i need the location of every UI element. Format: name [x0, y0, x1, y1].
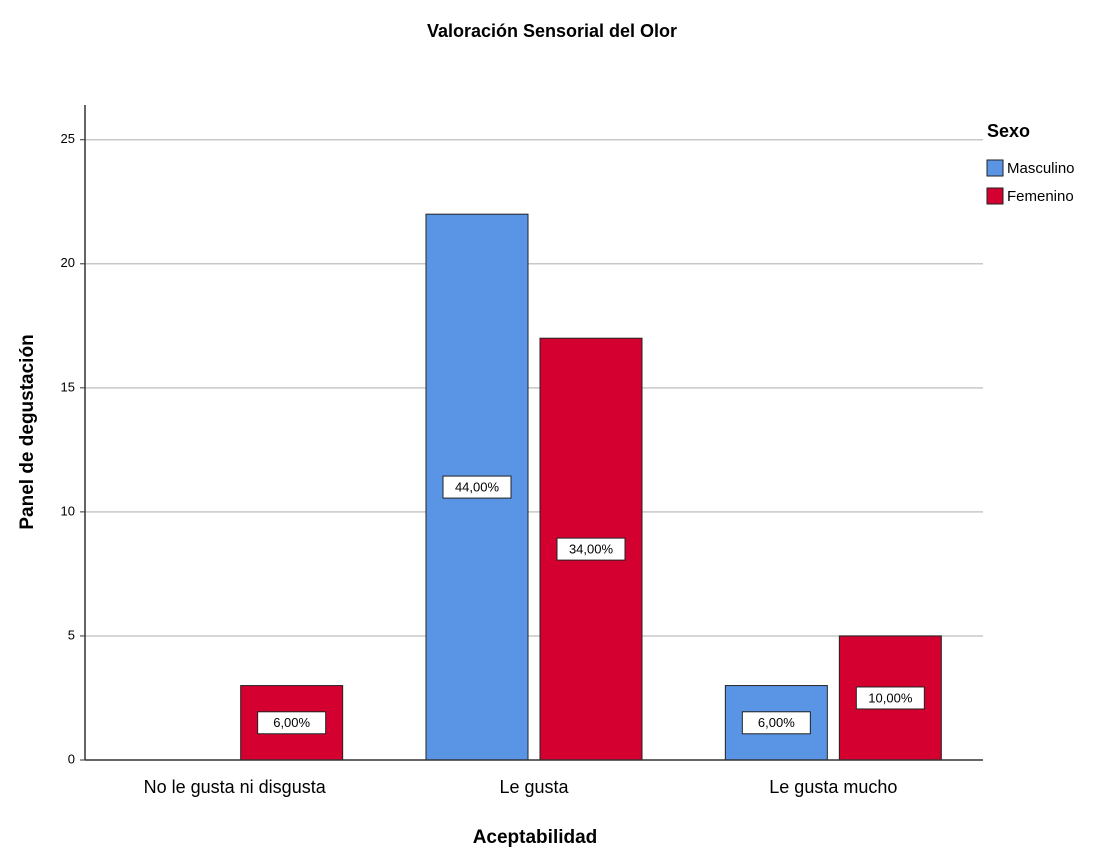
data-label: 44,00%	[455, 480, 500, 495]
data-label-box	[257, 711, 327, 735]
data-label: 6,00%	[273, 715, 310, 730]
chart-title: Valoración Sensorial del Olor	[427, 21, 677, 41]
y-tick-label: 15	[61, 379, 75, 394]
x-tick-label: Le gusta	[499, 777, 569, 797]
legend-label: Masculino	[1007, 160, 1075, 177]
data-label-box	[855, 686, 925, 710]
x-axis-label: Aceptabilidad	[473, 827, 598, 848]
legend-swatch	[986, 187, 1004, 205]
y-tick-label: 10	[61, 503, 75, 518]
data-label-box	[442, 475, 512, 499]
y-tick-label: 25	[61, 131, 75, 146]
data-label: 10,00%	[868, 690, 913, 705]
legend-label: Femenino	[1007, 188, 1074, 205]
legend-title: Sexo	[987, 121, 1030, 141]
data-label-box	[741, 711, 811, 735]
data-label: 6,00%	[758, 715, 795, 730]
data-label-box	[556, 537, 626, 561]
x-tick-label: Le gusta mucho	[769, 777, 897, 797]
x-tick-label: No le gusta ni disgusta	[144, 777, 327, 797]
y-tick-label: 0	[68, 751, 75, 766]
legend-swatch	[986, 159, 1004, 177]
y-axis-label: Panel de degustación	[17, 334, 38, 529]
y-tick-label: 20	[61, 255, 75, 270]
y-tick-label: 5	[68, 627, 75, 642]
data-label: 34,00%	[569, 542, 614, 557]
